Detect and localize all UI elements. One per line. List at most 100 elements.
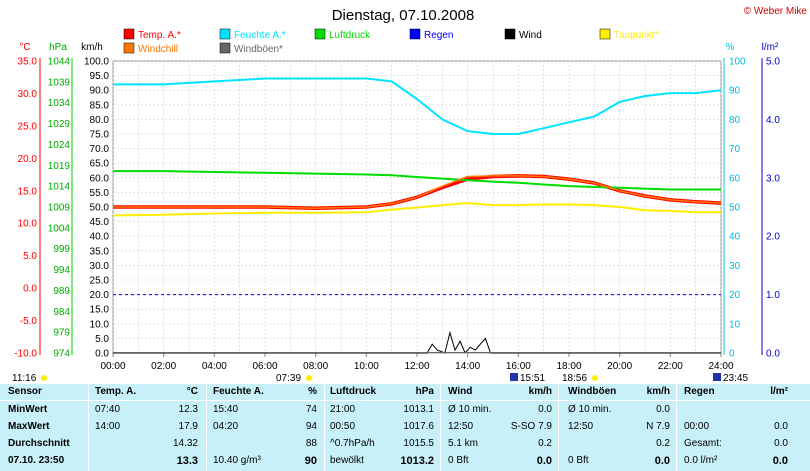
chart-title: Dienstag, 07.10.2008 [332,7,475,24]
time-tick-label: 14:00 [455,361,480,372]
rain-tick-label: 0.0 [766,349,780,360]
wind-tick-label: 30.0 [90,261,110,272]
legend-swatch [123,28,135,40]
hum-tick-label: 60 [729,173,741,184]
press-tick-label: 979 [53,328,70,339]
wind-tick-label: 80.0 [90,115,110,126]
table-row-label: 07.10. 23:50 [8,455,65,466]
press-unit: hPa [49,42,67,53]
table-cell: S-SO 7.9 [510,421,552,432]
hum-tick-label: 100 [729,57,746,68]
table-cell: N 7.9 [646,421,670,432]
table-column-divider [440,384,441,471]
weather-chart: Dienstag, 07.10.2008 © Weber Mike Temp. … [12,6,808,384]
press-tick-label: 1024 [48,140,71,151]
sun-markers: 11:16 07:39 15:51 18:56 23:45 [12,373,748,384]
table-cell: 74 [305,404,317,415]
series-line [113,77,722,135]
series-line [113,170,721,191]
stats-table: Sensor Temp. A. °C Feuchte A.% Luftdruck hPa W… [0,384,810,471]
table-header-cell: °C [186,386,198,397]
press-tick-label: 1014 [48,182,71,193]
rain-tick-label: 3.0 [766,173,780,184]
moonset-icon [713,373,721,381]
table-cell: 0.2 [538,438,552,449]
table-header-cell: km/h [646,386,670,397]
table-cell: 90 [304,455,317,467]
sunrise-icon [306,375,312,381]
time-marker-left: 11:16 [12,373,37,384]
table-header-cell: Feuchte A. [213,386,264,397]
table-column-divider [88,384,89,471]
press-tick-label: 994 [53,265,70,276]
rain-tick-label: 5.0 [766,57,780,68]
wind-tick-label: 95.0 [90,71,110,82]
sunset-time: 18:56 [562,373,587,384]
legend-swatch [219,28,231,40]
wind-tick-label: 10.0 [90,319,110,330]
series-line [112,202,721,217]
table-cell: 12.3 [178,404,198,415]
wind-tick-label: 90.0 [90,86,110,97]
press-tick-label: 1034 [48,98,71,109]
table-cell: 17.9 [178,421,198,432]
wind-tick-label: 50.0 [90,203,110,214]
hum-tick-label: 10 [729,319,741,330]
press-tick-label: 1004 [48,223,71,234]
table-cell: 88 [305,438,317,449]
wind-tick-label: 65.0 [90,159,110,170]
table-cell: 1017.6 [403,421,434,432]
legend-label: Windböen* [234,44,283,55]
moonrise-icon [510,373,518,381]
table-cell: 0 Bft [568,455,589,466]
table-cell: 0.0 [774,421,788,432]
table-column-divider [558,384,559,471]
table-cell: 0.2 [656,438,670,449]
table-cell: 13.3 [176,455,198,467]
temp-tick-label: 35.0 [18,57,38,68]
legend: Temp. A.* Feuchte A.* Luftdruck Regen Wind Ta… [123,28,659,55]
sun-icon [41,375,47,381]
hum-tick-label: 70 [729,144,741,155]
temp-tick-label: 25.0 [18,121,38,132]
hum-tick-label: 20 [729,290,741,301]
table-cell: 0 Bft [448,455,469,466]
press-tick-label: 989 [53,286,70,297]
rain-tick-label: 4.0 [766,115,780,126]
table-column-divider [676,384,677,471]
hum-tick-label: 40 [729,232,741,243]
credit-text: © Weber Mike [744,6,808,17]
legend-swatch [599,28,611,40]
time-tick-label: 06:00 [252,361,277,372]
table-cell: 0.0 [536,455,552,467]
legend-swatch [219,42,231,54]
temp-tick-label: 10.0 [18,219,38,230]
time-tick-label: 18:00 [556,361,581,372]
wind-tick-label: 55.0 [90,188,110,199]
table-cell: 15:40 [213,404,239,415]
table-header-cell: Windböen [568,386,617,397]
table-cell: 10.40 g/m³ [213,455,261,466]
time-tick-label: 12:00 [404,361,429,372]
table-column-divider [324,384,325,471]
legend-label: Wind [519,30,542,41]
table-cell: 04:20 [213,421,239,432]
temp-tick-label: 20.0 [18,154,38,165]
press-tick-label: 1009 [48,203,71,214]
wind-tick-label: 0.0 [95,349,109,360]
rain-tick-label: 1.0 [766,290,780,301]
time-tick-label: 10:00 [354,361,379,372]
hum-tick-label: 80 [729,115,741,126]
rain-tick-label: 2.0 [766,232,780,243]
table-row: MinWert 07:40 12.3 15:40 74 21:00 1013.1 Ø 10 m… [0,402,810,418]
temp-tick-label: -10.0 [14,349,37,360]
table-cell: Ø 10 min. [568,404,612,415]
table-cell: 0.0 [538,404,552,415]
table-cell: bewölkt [330,455,364,466]
hum-tick-label: 0 [729,349,735,360]
rain-unit: l/m² [762,42,779,53]
table-header-cell: l/m² [770,386,788,397]
moonrise-time: 15:51 [520,373,545,384]
table-row: 07.10. 23:50 13.3 10.40 g/m³ 90 bewölkt 1013.… [0,453,810,469]
table-cell: 14.32 [172,438,198,449]
